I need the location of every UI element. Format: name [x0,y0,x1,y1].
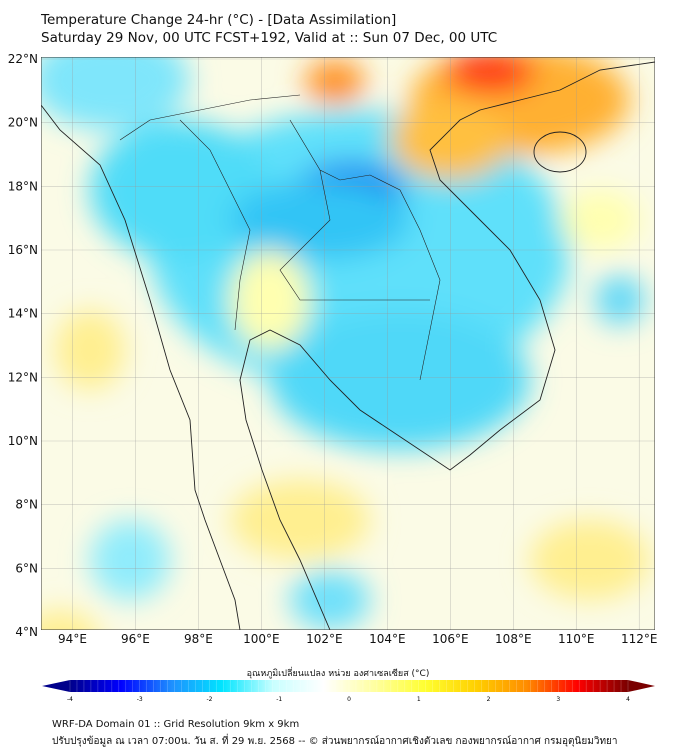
chart-subtitle: Saturday 29 Nov, 00 UTC FCST+192, Valid … [41,30,498,46]
colorbar-tick-label: 2 [487,696,491,703]
colorbar-tick-label: 0 [347,696,351,703]
lat-tick-label: 20°N [8,116,38,130]
colorbar-min-arrow [42,680,70,692]
colorbar: -4 -3 -2 -1 0 1 2 3 4 [42,680,655,703]
colorbar-tick-label: -4 [67,696,73,703]
lon-tick-label: 112°E [621,632,658,646]
colorbar-label: อุณหภูมิเปลี่ยนแปลง หน่วย องศาเซลเซียส (… [246,669,430,679]
colorbar-tick-label: 1 [417,696,421,703]
field-region [90,520,170,600]
field-region [305,60,365,104]
field-region [290,570,370,630]
field-region [230,250,310,350]
field-region [445,57,535,94]
hainan-island [533,131,587,173]
field-region [530,520,650,600]
lat-tick-label: 16°N [8,243,38,257]
lon-tick-label: 104°E [369,632,406,646]
colorbar-tick-label: 3 [556,696,560,703]
lon-tick-label: 106°E [432,632,469,646]
lat-tick-label: 6°N [15,561,38,575]
lon-tick-label: 98°E [184,632,213,646]
country-borders [119,94,441,381]
lat-tick-label: 12°N [8,370,38,384]
footer-model-info: WRF-DA Domain 01 :: Grid Resolution 9km … [52,719,300,730]
lon-tick-label: 96°E [121,632,150,646]
colorbar-tick-label: -2 [207,696,213,703]
lon-tick-label: 100°E [243,632,280,646]
field-region [41,57,190,130]
lat-tick-label: 14°N [8,307,38,321]
map-plot-area [41,57,655,630]
field-region [55,310,125,390]
longitude-ticks: 94°E 96°E 98°E 100°E 102°E 104°E 106°E 108°E 110… [58,632,657,646]
lon-tick-label: 102°E [306,632,343,646]
latitude-ticks: 22°N 20°N 18°N 16°N 14°N 12°N 10°N 8°N 6°N 4°N [8,52,38,639]
field-region [41,610,98,630]
field-region [90,120,270,260]
colorbar-tick-label: 4 [626,696,630,703]
gridlines [41,57,655,630]
field-region [595,275,645,325]
field-region [390,100,510,180]
footer-credits: ปรับปรุงข้อมูล ณ เวลา 07:00น. วัน ส. ที่… [52,736,618,747]
lat-tick-label: 10°N [8,434,38,448]
lat-tick-label: 4°N [15,625,38,639]
lat-tick-label: 18°N [8,179,38,193]
lon-tick-label: 94°E [58,632,87,646]
lat-tick-label: 8°N [15,498,38,512]
colorbar-tick-label: -1 [276,696,282,703]
lon-tick-label: 108°E [495,632,532,646]
field-region [270,310,530,450]
lon-tick-label: 110°E [558,632,595,646]
colorbar-tick-label: -3 [137,696,143,703]
field-region [230,180,410,260]
coastline [41,61,655,630]
field-region [230,480,370,560]
colorbar-max-arrow [628,680,655,692]
field-region [560,190,640,250]
lat-tick-label: 22°N [8,52,38,66]
colorbar-gradient [70,680,628,692]
chart-title: Temperature Change 24-hr (°C) - [Data As… [41,12,397,28]
